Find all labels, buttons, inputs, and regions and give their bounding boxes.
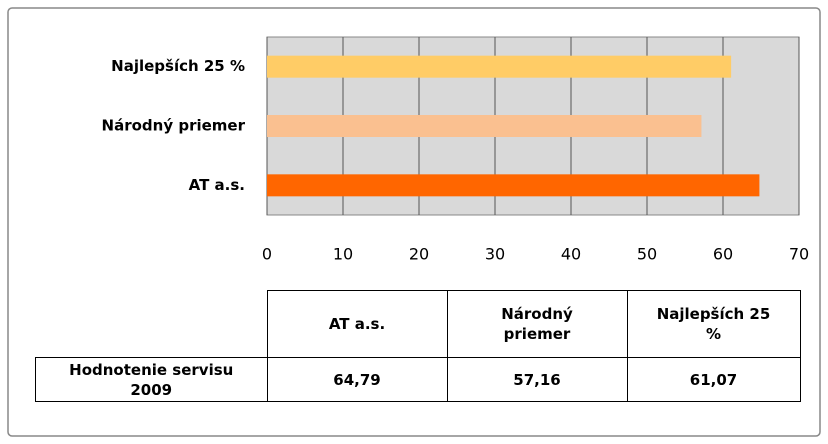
x-tick-label: 60 bbox=[713, 245, 733, 264]
x-tick-label: 20 bbox=[409, 245, 429, 264]
x-tick-label: 40 bbox=[561, 245, 581, 264]
x-tick-label: 70 bbox=[789, 245, 809, 264]
bar bbox=[267, 55, 732, 78]
empty-cell bbox=[35, 290, 268, 358]
row-header: Hodnotenie servisu 2009 bbox=[35, 357, 268, 402]
x-tick-label: 10 bbox=[333, 245, 353, 264]
row-header-text: Hodnotenie servisu 2009 bbox=[69, 360, 234, 399]
y-tick-label: Národný priemer bbox=[102, 117, 246, 135]
header-text: AT a.s. bbox=[328, 315, 386, 333]
y-tick-label: AT a.s. bbox=[189, 176, 245, 194]
table-value: 61,07 bbox=[626, 357, 801, 402]
x-tick-label: 0 bbox=[262, 245, 272, 264]
data-table: AT a.s. Národný priemer Najlepších 25 % … bbox=[35, 290, 801, 402]
header-text: Národný priemer bbox=[501, 305, 573, 343]
table-value: 57,16 bbox=[446, 357, 628, 402]
x-tick-label: 50 bbox=[637, 245, 657, 264]
table-value: 64,79 bbox=[266, 357, 448, 402]
table-header: AT a.s. bbox=[266, 290, 448, 358]
table-header: Najlepších 25 % bbox=[626, 290, 801, 358]
x-tick-label: 30 bbox=[485, 245, 505, 264]
header-text: Najlepších 25 % bbox=[656, 305, 771, 343]
bar bbox=[267, 174, 760, 197]
y-tick-label: Najlepších 25 % bbox=[111, 57, 245, 75]
table-header: Národný priemer bbox=[446, 290, 628, 358]
bar bbox=[267, 115, 702, 137]
